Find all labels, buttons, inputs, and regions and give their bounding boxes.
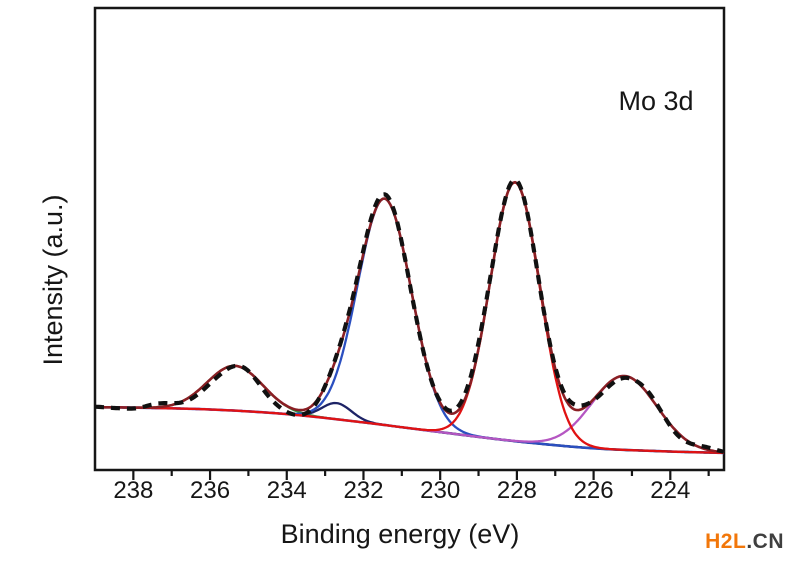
x-tick-label: 236 bbox=[190, 477, 230, 504]
fit-envelope bbox=[95, 180, 725, 454]
watermark-suffix: .CN bbox=[746, 530, 784, 553]
fitted-peak-magenta bbox=[95, 374, 725, 454]
x-tick-label: 234 bbox=[267, 477, 307, 504]
x-tick-label: 228 bbox=[497, 477, 537, 504]
shirley-baseline bbox=[95, 405, 724, 455]
plot-frame bbox=[93, 6, 726, 472]
watermark: H2L.CN bbox=[705, 530, 784, 554]
x-axis-label: Binding energy (eV) bbox=[281, 519, 520, 549]
plot-annotation: Mo 3d bbox=[618, 86, 693, 116]
fitted-peak-blue bbox=[95, 197, 724, 455]
x-tick-label: 238 bbox=[113, 477, 153, 504]
fitted-peak-red bbox=[95, 181, 724, 455]
x-tick-label: 226 bbox=[574, 477, 614, 504]
x-axis-tick-labels: 238 236 234 232 230 228 226 224 bbox=[113, 477, 690, 504]
x-tick-label: 230 bbox=[420, 477, 460, 504]
x-tick-label: 224 bbox=[650, 477, 690, 504]
experimental-data bbox=[94, 177, 725, 454]
x-tick-label: 232 bbox=[343, 477, 383, 504]
x-axis-ticks bbox=[132, 470, 710, 480]
spectrum-curves bbox=[94, 177, 725, 455]
y-axis-label: Intensity (a.u.) bbox=[38, 194, 68, 365]
watermark-primary: H2L bbox=[705, 530, 747, 553]
